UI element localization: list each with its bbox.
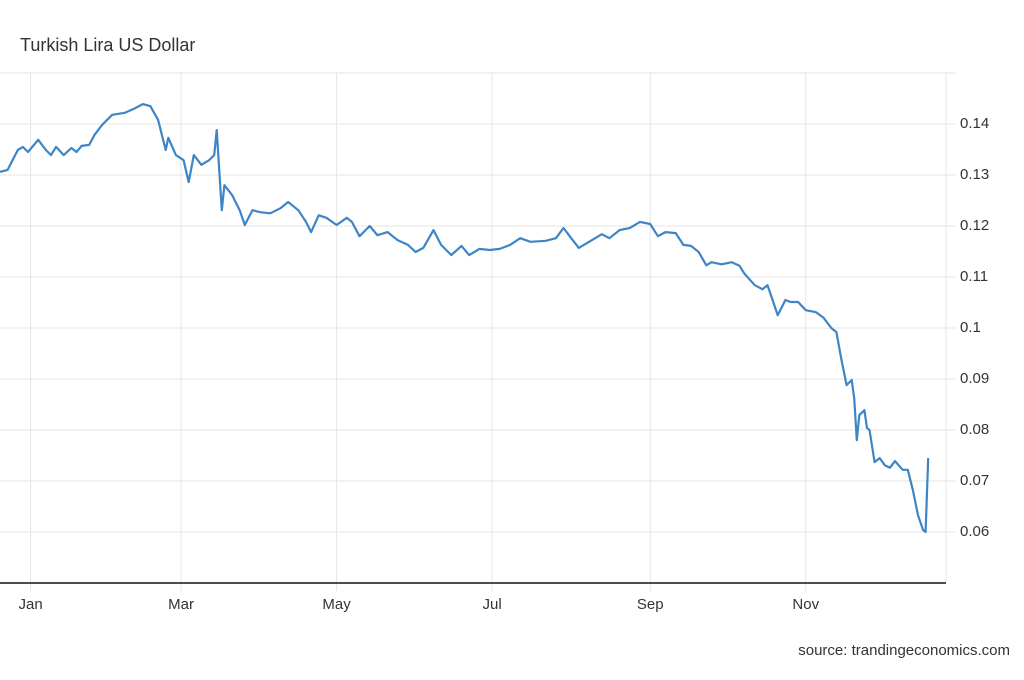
x-tick-label: Mar (168, 596, 194, 613)
chart-title: Turkish Lira US Dollar (20, 35, 195, 55)
y-tick-label: 0.11 (960, 268, 988, 285)
y-tick-label: 0.08 (960, 421, 989, 438)
y-tick-label: 0.12 (960, 217, 989, 234)
x-tick-label: Jul (483, 596, 502, 613)
y-tick-label: 0.09 (960, 370, 989, 387)
x-tick-label: Nov (792, 596, 819, 613)
y-tick-label: 0.13 (960, 166, 989, 183)
x-tick-label: Sep (637, 596, 664, 613)
y-tick-label: 0.14 (960, 115, 989, 132)
source: source: trandingeconomics.com (798, 642, 1010, 659)
y-tick-label: 0.07 (960, 472, 989, 489)
x-tick-label: May (322, 596, 351, 613)
y-tick-label: 0.1 (960, 319, 981, 336)
line (0, 103, 930, 534)
y-tick-label: 0.06 (960, 523, 989, 540)
x-tick-label: Jan (19, 596, 43, 613)
